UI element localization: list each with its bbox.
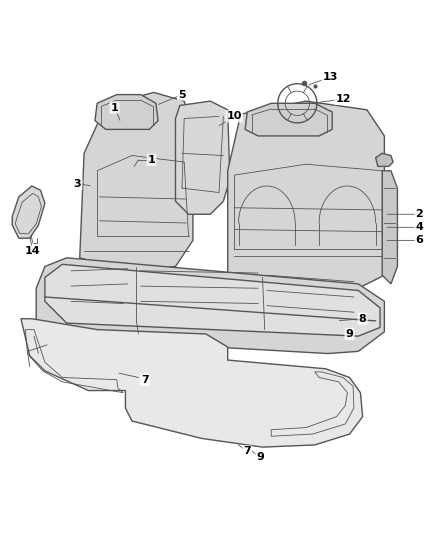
Polygon shape [95, 94, 158, 130]
Polygon shape [45, 264, 380, 336]
Text: 6: 6 [415, 236, 423, 245]
Text: 3: 3 [74, 179, 81, 189]
Polygon shape [80, 92, 193, 271]
Text: 8: 8 [359, 314, 367, 324]
Text: 9: 9 [346, 329, 353, 339]
Polygon shape [21, 319, 363, 447]
Text: 10: 10 [226, 111, 242, 122]
Text: 1: 1 [111, 103, 118, 112]
Text: 1: 1 [148, 155, 155, 165]
Text: 9: 9 [256, 452, 264, 462]
Text: 14: 14 [25, 246, 41, 256]
Polygon shape [245, 103, 332, 136]
Polygon shape [176, 101, 230, 214]
Text: 4: 4 [415, 222, 423, 232]
Polygon shape [228, 101, 385, 293]
Text: 13: 13 [322, 72, 338, 82]
Text: 2: 2 [415, 209, 423, 219]
Text: 7: 7 [141, 375, 149, 385]
Text: 12: 12 [335, 94, 351, 104]
Text: 5: 5 [178, 90, 186, 100]
Text: 7: 7 [244, 447, 251, 456]
Polygon shape [376, 154, 393, 166]
Polygon shape [382, 171, 397, 284]
Polygon shape [12, 186, 45, 238]
Polygon shape [36, 258, 385, 353]
